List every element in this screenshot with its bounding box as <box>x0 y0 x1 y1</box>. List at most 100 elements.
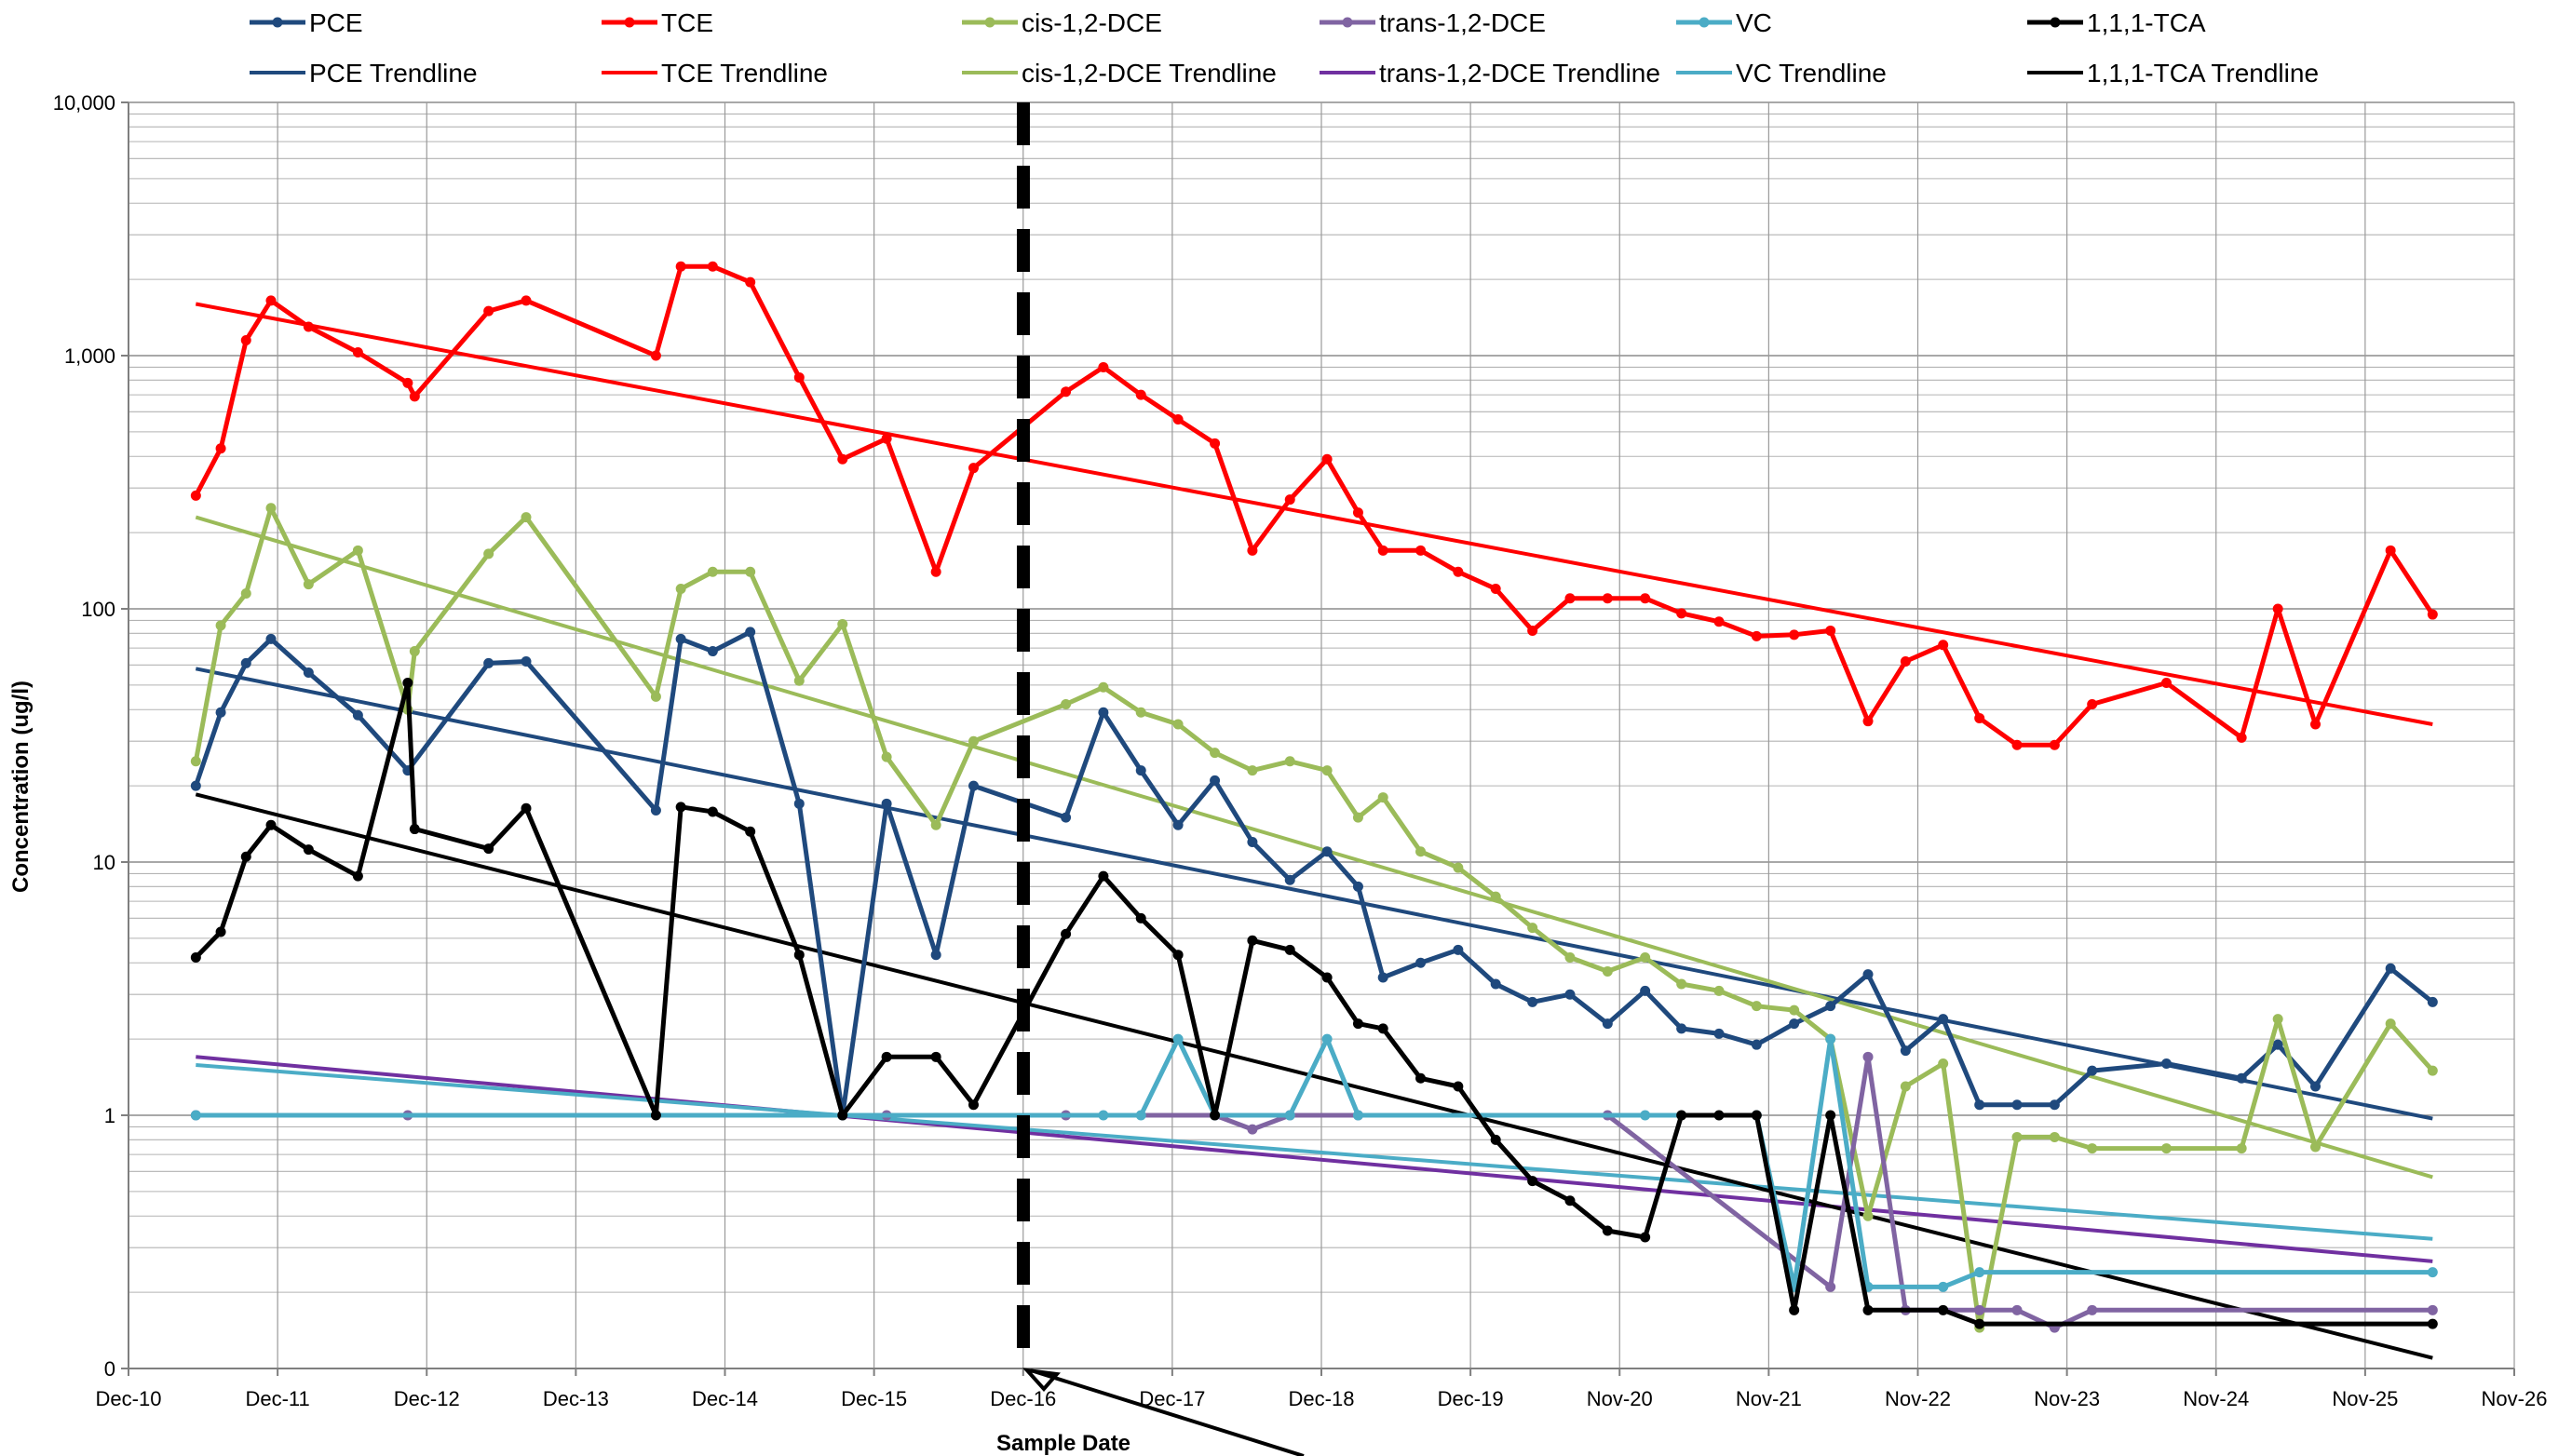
data-point <box>1135 912 1146 923</box>
x-tick-label: Nov-20 <box>1587 1387 1653 1410</box>
data-point <box>1676 1023 1687 1034</box>
x-tick-label: Nov-23 <box>2034 1387 2100 1410</box>
x-axis-title: Sample Date <box>996 1431 1130 1456</box>
data-point <box>1602 1225 1613 1236</box>
data-point <box>2427 1267 2438 1278</box>
data-point <box>240 657 251 668</box>
data-point <box>483 657 494 668</box>
data-point <box>1210 438 1221 449</box>
data-point <box>1247 545 1258 556</box>
data-point <box>1098 681 1109 693</box>
data-point <box>303 321 314 332</box>
legend-marker <box>1699 17 1710 28</box>
legend-label: PCE <box>309 8 363 37</box>
data-point <box>1210 1110 1221 1121</box>
data-point <box>265 503 277 514</box>
data-point <box>1789 1018 1800 1030</box>
data-point <box>881 1051 892 1062</box>
data-point <box>240 587 251 599</box>
y-tick-label: 1,000 <box>64 344 115 368</box>
data-point <box>1974 1099 1985 1111</box>
data-point <box>707 261 718 272</box>
data-point <box>1284 944 1295 955</box>
x-tick-label: Dec-14 <box>692 1387 758 1410</box>
series-trans-1-2-dce <box>190 1051 2438 1333</box>
data-point <box>1527 923 1538 934</box>
data-point <box>1938 1304 1949 1315</box>
data-point <box>2087 1304 2098 1315</box>
data-point <box>793 371 805 383</box>
data-point <box>1713 1028 1725 1039</box>
series-tce <box>190 261 2438 750</box>
legend-marker <box>272 17 283 28</box>
data-point <box>968 735 979 747</box>
data-point <box>521 655 532 667</box>
x-tick-label: Nov-25 <box>2332 1387 2398 1410</box>
data-point <box>707 566 718 577</box>
data-point <box>2236 732 2247 743</box>
trendlines <box>195 302 2433 1360</box>
legend-item-1-1-1-tca-trendline: 1,1,1-TCA Trendline <box>2027 59 2319 88</box>
data-point <box>675 802 686 813</box>
data-point <box>837 1110 848 1121</box>
data-point <box>1061 812 1072 823</box>
data-point <box>1172 950 1184 961</box>
legend-item-cis-1-2-dce-trendline: cis-1,2-DCE Trendline <box>962 59 1277 88</box>
trendline-trans-1-2-dce-trendline <box>196 1055 2433 1263</box>
data-point <box>675 583 686 594</box>
data-point <box>1751 1001 1762 1012</box>
data-point <box>1098 870 1109 882</box>
data-point <box>1247 1124 1258 1135</box>
legend-item-pce: PCE <box>250 8 363 37</box>
legend: PCE TCE cis-1,2-DCE trans-1,2-DCE VC 1,1,1-TC… <box>250 8 2319 88</box>
legend-marker <box>2050 17 2061 28</box>
data-point <box>2087 1143 2098 1154</box>
marker-annotation <box>1016 102 1305 1456</box>
series-line-tce <box>194 263 2435 748</box>
data-point <box>1284 756 1295 767</box>
x-tick-label: Dec-18 <box>1289 1387 1355 1410</box>
data-point <box>240 851 251 862</box>
series-line-vc <box>196 1036 2433 1289</box>
data-point <box>1453 1081 1464 1092</box>
data-point <box>1974 712 1985 723</box>
series-pce <box>190 627 2438 1121</box>
data-point <box>2272 603 2283 614</box>
data-point <box>240 334 251 345</box>
data-point <box>352 347 363 358</box>
data-point <box>968 1099 979 1111</box>
data-point <box>2310 1141 2321 1153</box>
data-point <box>650 350 661 361</box>
data-point <box>930 1051 941 1062</box>
data-point <box>1751 1110 1762 1121</box>
data-point <box>1564 1195 1576 1207</box>
data-point <box>1789 629 1800 640</box>
data-point <box>1900 1081 1911 1092</box>
legend-marker <box>624 17 635 28</box>
data-point <box>409 646 420 657</box>
data-point <box>2310 719 2321 730</box>
legend-item-vc-trendline: VC Trendline <box>1676 59 1887 88</box>
data-point <box>1825 1033 1836 1045</box>
data-point <box>2236 1143 2247 1154</box>
x-tick-label: Nov-26 <box>2482 1387 2548 1410</box>
data-point <box>2049 1099 2060 1111</box>
x-tick-label: Nov-22 <box>1885 1387 1951 1410</box>
data-point <box>1640 1110 1651 1121</box>
legend-label: TCE Trendline <box>661 59 828 88</box>
data-point <box>1061 386 1072 398</box>
data-point <box>1135 707 1146 718</box>
data-point <box>1974 1267 1985 1278</box>
data-point <box>1974 1318 1985 1329</box>
data-point <box>215 443 226 454</box>
data-point <box>409 391 420 402</box>
data-point <box>1247 836 1258 847</box>
legend-item-1-1-1-tca: 1,1,1-TCA <box>2027 8 2206 37</box>
legend-label: trans-1,2-DCE <box>1379 8 1546 37</box>
data-point <box>303 844 314 856</box>
x-tick-label: Dec-13 <box>543 1387 609 1410</box>
data-point <box>1284 874 1295 885</box>
data-point <box>409 824 420 835</box>
data-point <box>1640 1232 1651 1243</box>
